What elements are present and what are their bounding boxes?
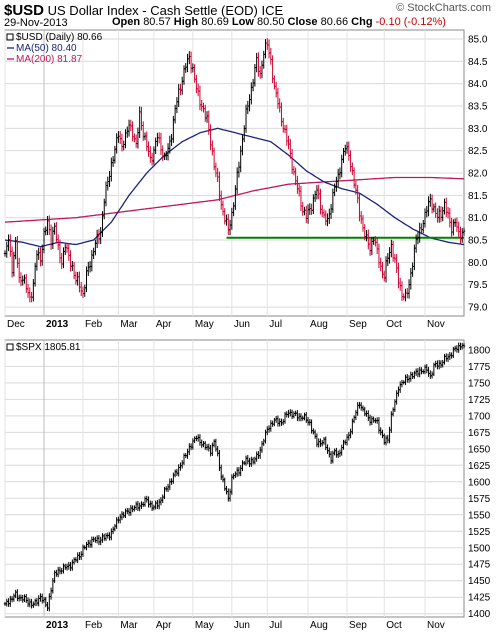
- usd-ma50-line: [4, 127, 465, 248]
- usd-ytick-9: 80.5: [468, 236, 488, 247]
- usd-ytick-2: 84.0: [468, 79, 488, 90]
- spx-ytick-9: 1575: [468, 494, 491, 505]
- open-label: Open: [112, 16, 141, 28]
- spx-xtick-2: Mar: [120, 620, 138, 631]
- spx-ytick-2: 1750: [468, 378, 491, 389]
- usd-panel: 85.0 84.5 84.0 83.5 83.0 82.5 82.0 81.5 81.0 80.5…: [3, 29, 488, 330]
- spx-xtick-7: Aug: [310, 620, 328, 631]
- spx-bar-259: [462, 343, 466, 349]
- spx-ytick-15: 1425: [468, 593, 491, 604]
- chg-label: Chg: [351, 16, 373, 28]
- chg-value: -0.10 (-0.12%): [375, 16, 446, 28]
- spx-legend-swatch: [6, 343, 14, 351]
- spx-ytick-16: 1400: [468, 609, 491, 620]
- usd-xtick-4: Apr: [156, 319, 172, 330]
- spx-ytick-3: 1725: [468, 395, 491, 406]
- spx-ytick-13: 1475: [468, 560, 491, 571]
- usd-legend-ma200: MA(200) 81.87: [16, 54, 83, 65]
- open-value: 80.57: [143, 16, 171, 28]
- spx-ytick-8: 1600: [468, 477, 491, 488]
- spx-ytick-7: 1625: [468, 461, 491, 472]
- brand-watermark: © StockCharts.com: [396, 2, 491, 14]
- spx-xtick-9: Oct: [386, 620, 402, 631]
- spx-xtick-5: Jun: [234, 620, 250, 631]
- usd-ytick-11: 79.5: [468, 280, 488, 291]
- spx-ytick-11: 1525: [468, 527, 491, 538]
- usd-bar-259: [462, 227, 466, 236]
- usd-ytick-12: 79.0: [468, 303, 488, 314]
- quote-date: 29-Nov-2013: [4, 17, 68, 29]
- usd-xtick-10: Oct: [386, 319, 402, 330]
- usd-legend-ma50: MA(50) 80.40: [16, 43, 77, 54]
- usd-ytick-0: 85.0: [468, 34, 488, 45]
- high-value: 80.69: [201, 16, 229, 28]
- spx-legend-price: $SPX 1805.81: [16, 342, 81, 353]
- usd-xtick-6: Jun: [234, 319, 250, 330]
- usd-ytick-6: 82.0: [468, 169, 488, 180]
- usd-ma200-line: [4, 176, 465, 223]
- spx-ytick-4: 1700: [468, 411, 491, 422]
- low-label: Low: [231, 16, 254, 28]
- spx-xtick-3: Apr: [156, 620, 172, 631]
- spx-ytick-12: 1500: [468, 543, 491, 554]
- usd-xtick-7: Jul: [269, 319, 282, 330]
- usd-ytick-3: 83.5: [468, 101, 488, 112]
- spx-xtick-6: Jul: [269, 620, 282, 631]
- usd-xtick-1: 2013: [46, 319, 69, 330]
- spx-ytick-0: 1800: [468, 345, 491, 356]
- usd-xtick-2: Feb: [85, 319, 103, 330]
- usd-xtick-8: Aug: [310, 319, 328, 330]
- usd-legend-price: $USD (Daily) 80.66: [16, 32, 103, 43]
- symbol-label: $USD: [4, 2, 45, 19]
- usd-xtick-9: Sep: [349, 319, 367, 330]
- usd-xtick-11: Nov: [427, 319, 445, 330]
- spx-panel: 1800 1775 1750 1725 1700 1675 1650 1625 1600 1575…: [3, 339, 491, 631]
- usd-ytick-5: 82.5: [468, 146, 488, 157]
- spx-xtick-10: Nov: [427, 620, 445, 631]
- usd-xtick-3: Mar: [120, 319, 138, 330]
- usd-ytick-1: 84.5: [468, 57, 488, 68]
- spx-xtick-1: Feb: [85, 620, 103, 631]
- usd-ytick-7: 81.5: [468, 191, 488, 202]
- spx-ytick-5: 1675: [468, 428, 491, 439]
- spx-xtick-4: May: [195, 620, 214, 631]
- low-value: 80.50: [256, 16, 285, 28]
- spx-xtick-8: Sep: [349, 620, 367, 631]
- close-value: 80.66: [320, 16, 349, 28]
- spx-ytick-1: 1775: [468, 362, 491, 373]
- usd-legend-swatch: [6, 33, 14, 41]
- usd-xtick-5: May: [195, 319, 214, 330]
- chart-title: $USD US Dollar Index - Cash Settle (EOD)…: [4, 2, 283, 19]
- ohlc-readout: Open 80.57 High 80.69 Low 80.50 Close 80…: [112, 16, 446, 28]
- spx-ytick-6: 1650: [468, 444, 491, 455]
- spx-xtick-0: 2013: [46, 620, 69, 631]
- usd-xtick-0: Dec: [7, 319, 25, 330]
- usd-ytick-4: 83.0: [468, 124, 488, 135]
- usd-ytick-10: 80.0: [468, 258, 488, 269]
- symbol-description: US Dollar Index - Cash Settle (EOD) ICE: [47, 3, 284, 18]
- usd-ytick-8: 81.0: [468, 213, 488, 224]
- usd-price-bars: [3, 38, 466, 303]
- spx-price-bars: [3, 342, 466, 612]
- spx-ytick-10: 1550: [468, 510, 491, 521]
- spx-ytick-14: 1450: [468, 576, 491, 587]
- high-label: High: [173, 16, 199, 28]
- close-label: Close: [287, 16, 318, 28]
- spx-plot-area: [4, 339, 465, 618]
